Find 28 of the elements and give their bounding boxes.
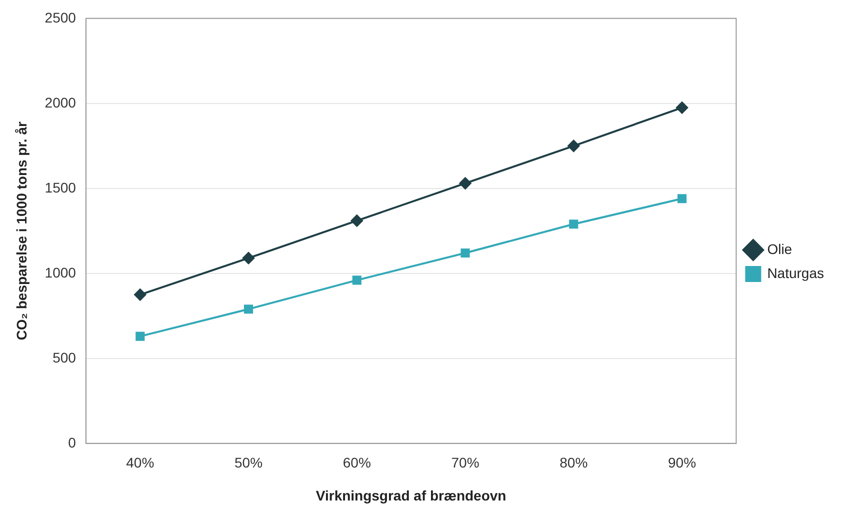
y-tick-label: 2500 [44,9,76,26]
point [460,248,470,258]
point [569,220,578,229]
legend-label: Olie [767,240,792,257]
point [568,140,580,152]
point [352,276,362,285]
point [134,288,146,301]
point [677,194,687,204]
y-tick-label: 500 [52,349,76,366]
x-axis-title: Virkningsgrad af brændeovn [316,487,506,504]
point [459,177,472,190]
point [244,304,254,314]
legend-label: Naturgas [767,264,824,281]
y-tick-label: 1000 [44,264,76,280]
x-tick-label: 90% [668,454,696,471]
point [676,102,688,114]
y-axis-title: CO₂ besparelse i 1000 tons pr. år [13,121,30,340]
x-tick-label: 80% [560,454,588,471]
y-tick-label: 1500 [44,179,76,196]
x-tick-label: 50% [234,454,263,471]
x-tick-label: 60% [342,454,371,471]
y-tick-label: 0 [68,434,76,450]
point [350,214,363,227]
x-tick-label: 70% [451,454,480,471]
y-tick-label: 2000 [44,94,76,110]
x-tick-label: 40% [126,454,154,471]
point [242,252,255,264]
point [136,332,145,341]
